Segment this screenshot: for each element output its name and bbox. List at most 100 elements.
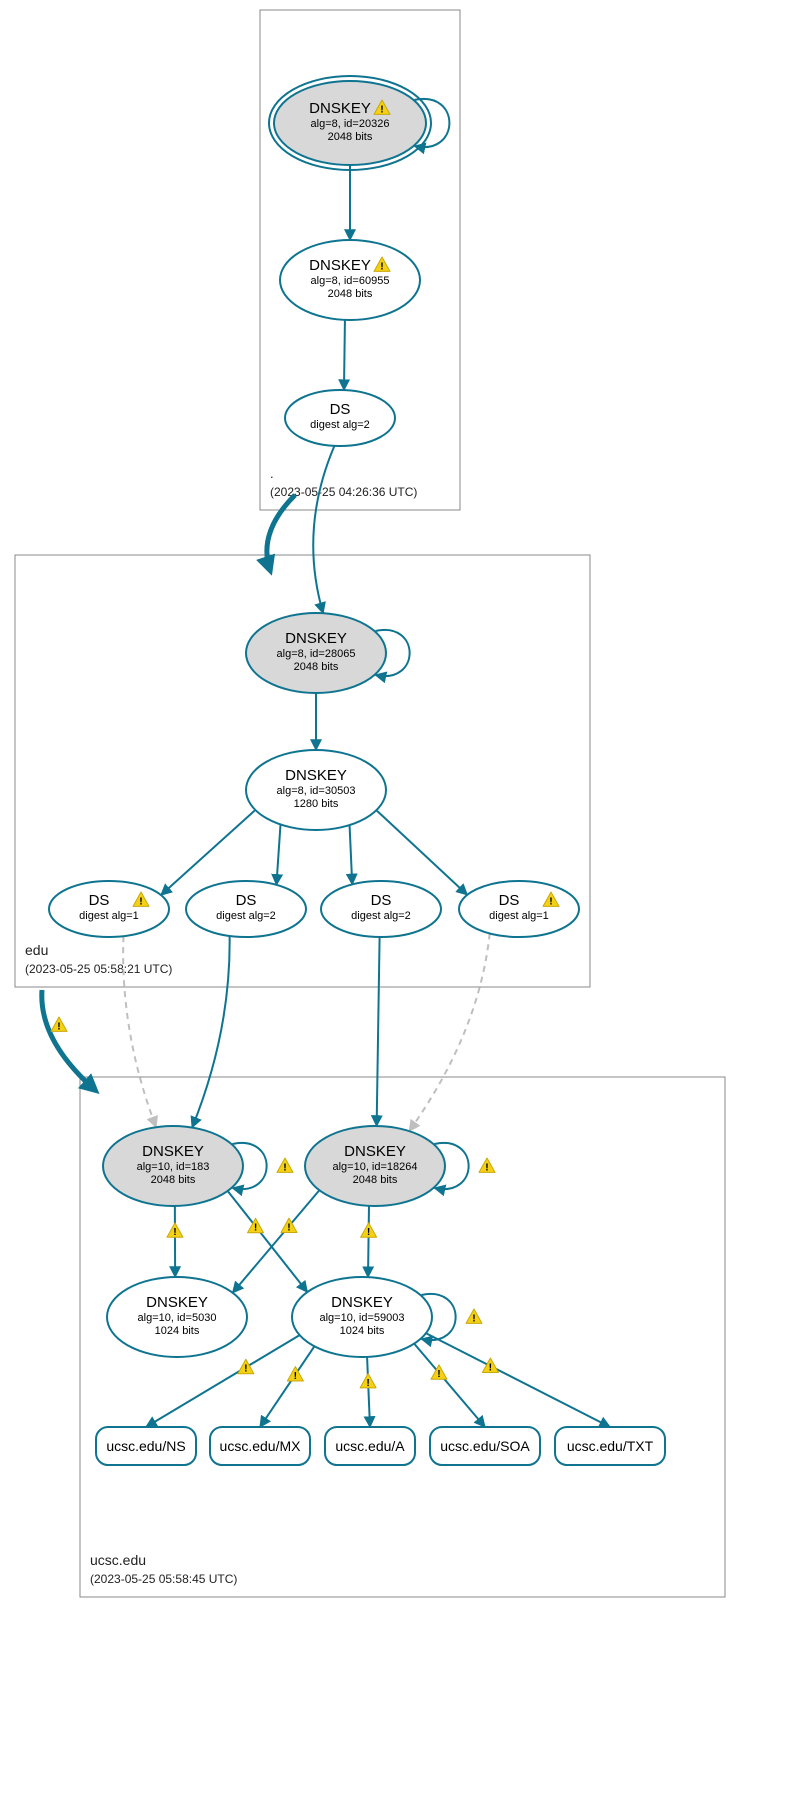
node-root_ds-title: DS — [330, 401, 351, 418]
svg-text:!: ! — [489, 1362, 492, 1373]
edge — [192, 936, 230, 1128]
diagram-canvas: .(2023-05-25 04:26:36 UTC)edu(2023-05-25… — [0, 0, 799, 1818]
node-edu_zsk-sub2: 1280 bits — [294, 798, 339, 810]
node-ucsc_ksk2-title: DNSKEY — [344, 1143, 406, 1160]
warning-icon: ! — [167, 1223, 183, 1238]
node-ucsc_ksk1: DNSKEYalg=10, id=1832048 bits — [103, 1126, 243, 1206]
svg-text:!: ! — [57, 1021, 60, 1032]
node-ucsc_zsk1-title: DNSKEY — [146, 1294, 208, 1311]
zone-root-label: . — [270, 466, 274, 481]
svg-text:!: ! — [549, 896, 552, 907]
node-edu_ksk-title: DNSKEY — [285, 630, 347, 647]
edge — [409, 933, 489, 1131]
node-ucsc_zsk2-title: DNSKEY — [331, 1294, 393, 1311]
edge — [313, 446, 334, 613]
node-edu_zsk: DNSKEYalg=8, id=305031280 bits — [246, 750, 386, 830]
delegation-root-to-edu — [267, 495, 295, 570]
node-edu_ds2-title: DS — [236, 892, 257, 909]
rrset-rr_ns: ucsc.edu/NS — [96, 1427, 196, 1465]
node-ucsc_ksk2-sub2: 2048 bits — [353, 1174, 398, 1186]
edge — [344, 320, 345, 390]
svg-text:!: ! — [287, 1223, 290, 1234]
node-edu_ksk-sub2: 2048 bits — [294, 661, 339, 673]
warning-icon: ! — [361, 1223, 377, 1238]
node-root_ds: DSdigest alg=2 — [285, 390, 395, 446]
node-ucsc_zsk1-sub2: 1024 bits — [155, 1325, 200, 1337]
warning-icon: ! — [482, 1358, 498, 1373]
node-root_ksk-title: DNSKEY — [309, 100, 371, 117]
rrset-rr_soa: ucsc.edu/SOA — [430, 1427, 540, 1465]
node-edu_ds4-sub1: digest alg=1 — [489, 910, 549, 922]
svg-text:!: ! — [380, 261, 383, 272]
node-edu_ds4: DSdigest alg=1 — [459, 881, 579, 937]
node-edu_ds2: DSdigest alg=2 — [186, 881, 306, 937]
warning-icon: ! — [51, 1017, 67, 1032]
rrset-rr_a: ucsc.edu/A — [325, 1427, 415, 1465]
svg-text:!: ! — [294, 1371, 297, 1382]
svg-text:!: ! — [437, 1369, 440, 1380]
svg-text:!: ! — [485, 1162, 488, 1173]
node-edu_ksk-sub1: alg=8, id=28065 — [277, 648, 356, 660]
edge — [260, 1346, 314, 1427]
node-ucsc_zsk2-sub2: 1024 bits — [340, 1325, 385, 1337]
node-edu_zsk-sub1: alg=8, id=30503 — [277, 785, 356, 797]
edge — [414, 1344, 485, 1427]
warning-icon: ! — [479, 1158, 495, 1173]
node-root_ksk-sub2: 2048 bits — [328, 131, 373, 143]
node-ucsc_ksk2: DNSKEYalg=10, id=182642048 bits — [305, 1126, 445, 1206]
svg-text:!: ! — [139, 896, 142, 907]
svg-text:!: ! — [472, 1313, 475, 1324]
node-edu_ds3-title: DS — [371, 892, 392, 909]
node-root_zsk: DNSKEYalg=8, id=609552048 bits — [280, 240, 420, 320]
node-ucsc_zsk2-sub1: alg=10, id=59003 — [319, 1312, 404, 1324]
node-edu_ds4-title: DS — [499, 892, 520, 909]
node-ucsc_zsk2: DNSKEYalg=10, id=590031024 bits — [292, 1277, 432, 1357]
rrset-rr_mx: ucsc.edu/MX — [210, 1427, 310, 1465]
warning-icon: ! — [277, 1158, 293, 1173]
rrset-rr_ns-label: ucsc.edu/NS — [106, 1438, 185, 1454]
edge — [276, 824, 280, 884]
node-root_ksk-sub1: alg=8, id=20326 — [311, 118, 390, 130]
node-ucsc_ksk1-title: DNSKEY — [142, 1143, 204, 1160]
edge — [377, 937, 380, 1126]
node-ucsc_zsk1: DNSKEYalg=10, id=50301024 bits — [107, 1277, 247, 1357]
svg-text:!: ! — [366, 1378, 369, 1389]
svg-text:!: ! — [244, 1364, 247, 1375]
edge — [368, 1206, 369, 1277]
rrset-rr_a-label: ucsc.edu/A — [335, 1438, 405, 1454]
edge — [233, 1190, 320, 1292]
svg-text:!: ! — [283, 1162, 286, 1173]
rrset-rr_mx-label: ucsc.edu/MX — [220, 1438, 302, 1454]
edge — [228, 1191, 308, 1292]
node-root_ksk: DNSKEYalg=8, id=203262048 bits — [269, 76, 431, 170]
node-ucsc_ksk1-sub2: 2048 bits — [151, 1174, 196, 1186]
warning-icon: ! — [466, 1309, 482, 1324]
zone-edu-timestamp: (2023-05-25 05:58:21 UTC) — [25, 962, 172, 976]
node-root_zsk-sub1: alg=8, id=60955 — [311, 275, 390, 287]
edge — [426, 1333, 610, 1427]
node-root_ds-sub1: digest alg=2 — [310, 419, 370, 431]
zone-ucsc-timestamp: (2023-05-25 05:58:45 UTC) — [90, 1572, 237, 1586]
rrset-rr_txt: ucsc.edu/TXT — [555, 1427, 665, 1465]
warning-icon: ! — [287, 1367, 303, 1382]
rrset-rr_soa-label: ucsc.edu/SOA — [440, 1438, 530, 1454]
edge — [367, 1357, 370, 1427]
rrset-rr_txt-label: ucsc.edu/TXT — [567, 1438, 654, 1454]
node-edu_ds2-sub1: digest alg=2 — [216, 910, 276, 922]
zone-edu-label: edu — [25, 942, 48, 958]
node-edu_ds1-title: DS — [89, 892, 110, 909]
svg-text:!: ! — [254, 1223, 257, 1234]
svg-text:!: ! — [380, 104, 383, 115]
node-edu_ds3: DSdigest alg=2 — [321, 881, 441, 937]
edge — [350, 825, 353, 884]
node-edu_zsk-title: DNSKEY — [285, 767, 347, 784]
svg-text:!: ! — [367, 1227, 370, 1238]
node-edu_ds1-sub1: digest alg=1 — [79, 910, 139, 922]
warning-icon: ! — [360, 1373, 376, 1388]
delegation-edu-to-ucsc — [42, 990, 95, 1090]
node-edu_ds3-sub1: digest alg=2 — [351, 910, 411, 922]
node-ucsc_zsk1-sub1: alg=10, id=5030 — [138, 1312, 217, 1324]
node-root_zsk-sub2: 2048 bits — [328, 288, 373, 300]
node-ucsc_ksk1-sub1: alg=10, id=183 — [137, 1161, 210, 1173]
node-root_zsk-title: DNSKEY — [309, 257, 371, 274]
